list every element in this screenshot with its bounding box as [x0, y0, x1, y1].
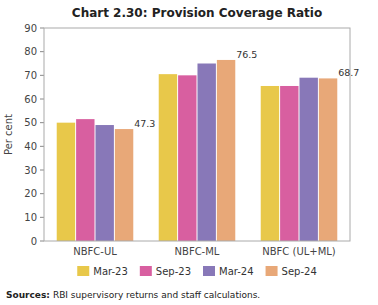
y-tick [40, 193, 44, 194]
legend-swatch [140, 266, 152, 276]
legend-swatch [203, 266, 215, 276]
source-text: RBI supervisory returns and staff calcul… [53, 290, 260, 300]
y-tick-label: 70 [24, 70, 37, 81]
bar [95, 125, 113, 241]
bar [57, 123, 75, 241]
background [0, 0, 378, 305]
data-label: 76.5 [236, 49, 257, 60]
x-tick-label: NBFC-UL [73, 246, 117, 257]
bars [57, 60, 338, 241]
y-tick [40, 51, 44, 52]
bar [217, 60, 235, 241]
bar [178, 75, 196, 241]
y-tick-label: 40 [24, 141, 37, 152]
bar [319, 78, 337, 241]
bar [261, 86, 279, 241]
legend-swatch [266, 266, 278, 276]
y-tick-label: 60 [24, 94, 37, 105]
y-tick [40, 122, 44, 123]
bar [197, 64, 215, 242]
legend-label: Mar-23 [93, 266, 128, 277]
y-tick [40, 146, 44, 147]
plot-frame [44, 28, 350, 241]
y-tick [40, 99, 44, 100]
legend-label: Sep-24 [282, 266, 317, 277]
y-tick-label: 20 [24, 188, 37, 199]
bar [76, 119, 94, 241]
title: Chart 2.30: Provision Coverage Ratio [72, 6, 322, 20]
bar [115, 129, 133, 241]
y-tick-label: 0 [31, 236, 37, 247]
y-tick-label: 50 [24, 117, 37, 128]
y-tick-label: 10 [24, 212, 37, 223]
bar [159, 74, 177, 241]
y-tick-label: 80 [24, 46, 37, 57]
legend: Mar-23 Sep-23 Mar-24 Sep-24 [77, 266, 317, 277]
source-label: Sources: [6, 290, 50, 300]
y-tick [40, 75, 44, 76]
x-tick-label: NBFC (UL+ML) [262, 246, 336, 257]
bar [299, 78, 317, 241]
y-tick [40, 170, 44, 171]
legend-label: Mar-24 [219, 266, 254, 277]
legend-label: Sep-23 [156, 266, 191, 277]
source: Sources:RBI supervisory returns and staf… [6, 290, 260, 300]
y-tick [40, 28, 44, 29]
bar [280, 86, 298, 241]
y-tick [40, 217, 44, 218]
y-tick [40, 241, 44, 242]
x-tick-label: NBFC-ML [175, 246, 220, 257]
data-label: 47.3 [134, 118, 155, 129]
y-tick-label: 30 [24, 165, 37, 176]
y-axis-label: Per cent [3, 114, 14, 155]
legend-swatch [77, 266, 89, 276]
data-label: 68.7 [338, 67, 359, 78]
y-tick-label: 90 [24, 23, 37, 34]
